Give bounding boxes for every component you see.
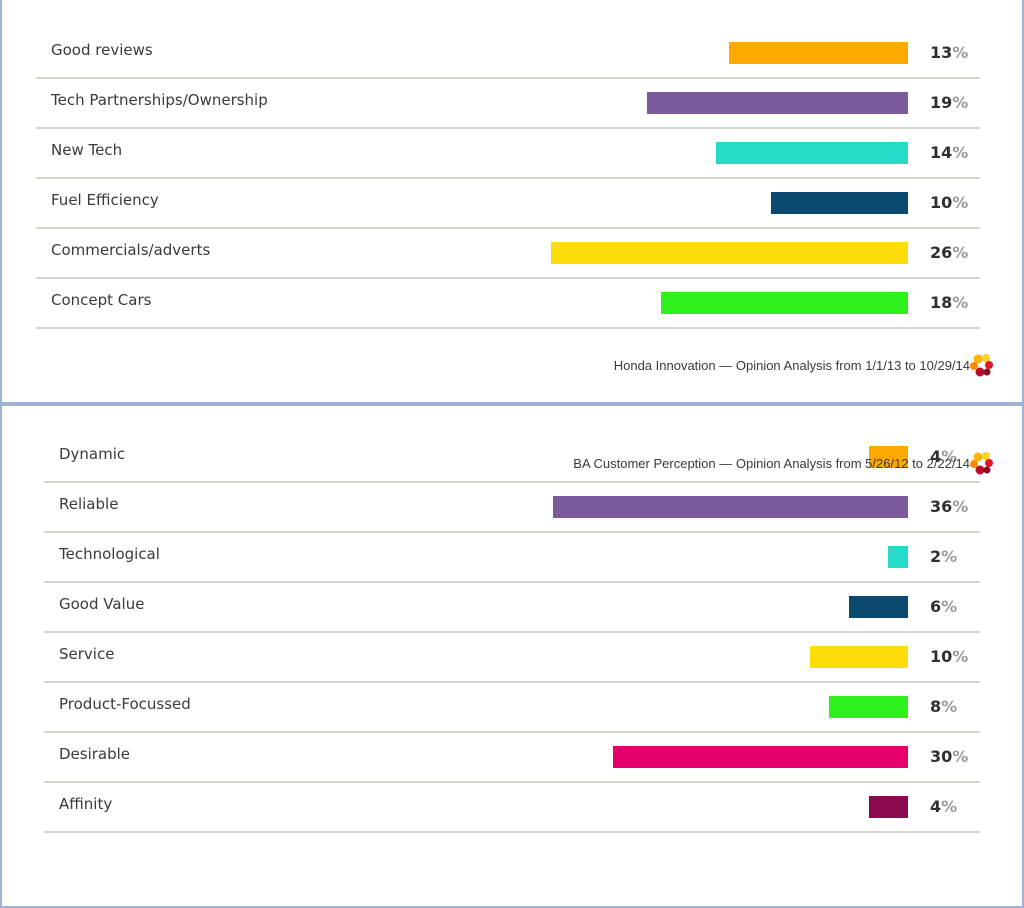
value-label: 4%: [930, 447, 957, 466]
bar: [729, 42, 908, 64]
value-label: 13%: [930, 43, 968, 62]
bar: [868, 796, 908, 818]
percent-sign: %: [941, 697, 958, 716]
chart-panel-ba: Dynamic 4% Reliable 36% Technological 2% Good …: [0, 404, 1024, 908]
bar: [868, 446, 908, 468]
category-label: Concept Cars: [51, 291, 152, 309]
percent-sign: %: [952, 293, 969, 312]
percent-sign: %: [941, 547, 958, 566]
value-number: 19: [930, 93, 953, 112]
value-label: 14%: [930, 143, 968, 162]
brand-logo-icon: [970, 354, 993, 377]
percent-sign: %: [952, 193, 969, 212]
value-number: 6: [930, 597, 942, 616]
chart-caption: Honda Innovation — Opinion Analysis from…: [613, 358, 970, 373]
chart-panel-honda: Good reviews 13% Tech Partnerships/Ownersh…: [0, 0, 1024, 404]
value-label: 2%: [930, 547, 957, 566]
value-label: 8%: [930, 697, 957, 716]
value-label: 36%: [930, 497, 968, 516]
value-number: 14: [930, 143, 953, 162]
chart-row: Service 10%: [44, 631, 980, 683]
value-number: 4: [930, 797, 942, 816]
chart-row: Good Value 6%: [44, 581, 980, 633]
percent-sign: %: [952, 497, 969, 516]
chart-row: Product-Focussed 8%: [44, 681, 980, 733]
bar: [660, 292, 908, 314]
chart-row: New Tech 14%: [36, 127, 980, 179]
brand-logo-icon: [970, 452, 993, 475]
bar: [770, 192, 908, 214]
bar: [715, 142, 908, 164]
category-label: Technological: [59, 545, 160, 563]
value-label: 10%: [930, 193, 968, 212]
value-number: 30: [930, 747, 953, 766]
chart-row: Affinity 4%: [44, 781, 980, 833]
category-label: Product-Focussed: [59, 695, 191, 713]
value-label: 4%: [930, 797, 957, 816]
category-label: Commercials/adverts: [51, 241, 211, 259]
bar: [809, 646, 908, 668]
bar: [829, 696, 908, 718]
bar: [553, 496, 908, 518]
percent-sign: %: [941, 597, 958, 616]
chart-row: Good reviews 13%: [36, 27, 980, 79]
chart-row: Reliable 36%: [44, 481, 980, 533]
value-number: 10: [930, 193, 953, 212]
chart-caption: BA Customer Perception — Opinion Analysi…: [573, 456, 970, 471]
chart-row: Fuel Efficiency 10%: [36, 177, 980, 229]
category-label: Fuel Efficiency: [51, 191, 159, 209]
bar: [848, 596, 908, 618]
category-label: Tech Partnerships/Ownership: [51, 91, 268, 109]
percent-sign: %: [952, 143, 969, 162]
value-number: 10: [930, 647, 953, 666]
chart-row: Desirable 30%: [44, 731, 980, 783]
value-number: 13: [930, 43, 953, 62]
category-label: Reliable: [59, 495, 119, 513]
value-number: 36: [930, 497, 953, 516]
value-label: 18%: [930, 293, 968, 312]
category-label: Dynamic: [59, 445, 126, 463]
chart-row: Tech Partnerships/Ownership 19%: [36, 77, 980, 129]
category-label: New Tech: [51, 141, 123, 159]
value-label: 19%: [930, 93, 968, 112]
category-label: Good reviews: [51, 41, 153, 59]
bar: [888, 546, 908, 568]
value-label: 10%: [930, 647, 968, 666]
percent-sign: %: [952, 647, 969, 666]
value-label: 26%: [930, 243, 968, 262]
value-number: 4: [930, 447, 942, 466]
chart-row: Concept Cars 18%: [36, 277, 980, 329]
category-label: Good Value: [59, 595, 145, 613]
bar: [550, 242, 908, 264]
percent-sign: %: [952, 43, 969, 62]
value-label: 30%: [930, 747, 968, 766]
value-number: 18: [930, 293, 953, 312]
chart-row: Commercials/adverts 26%: [36, 227, 980, 279]
percent-sign: %: [952, 747, 969, 766]
percent-sign: %: [952, 93, 969, 112]
value-number: 26: [930, 243, 953, 262]
percent-sign: %: [941, 797, 958, 816]
bar: [646, 92, 908, 114]
category-label: Affinity: [59, 795, 113, 813]
chart-row: Dynamic 4%: [44, 431, 980, 483]
value-number: 2: [930, 547, 942, 566]
percent-sign: %: [941, 447, 958, 466]
category-label: Service: [59, 645, 115, 663]
percent-sign: %: [952, 243, 969, 262]
value-label: 6%: [930, 597, 957, 616]
category-label: Desirable: [59, 745, 131, 763]
chart-row: Technological 2%: [44, 531, 980, 583]
value-number: 8: [930, 697, 942, 716]
bar: [612, 746, 908, 768]
